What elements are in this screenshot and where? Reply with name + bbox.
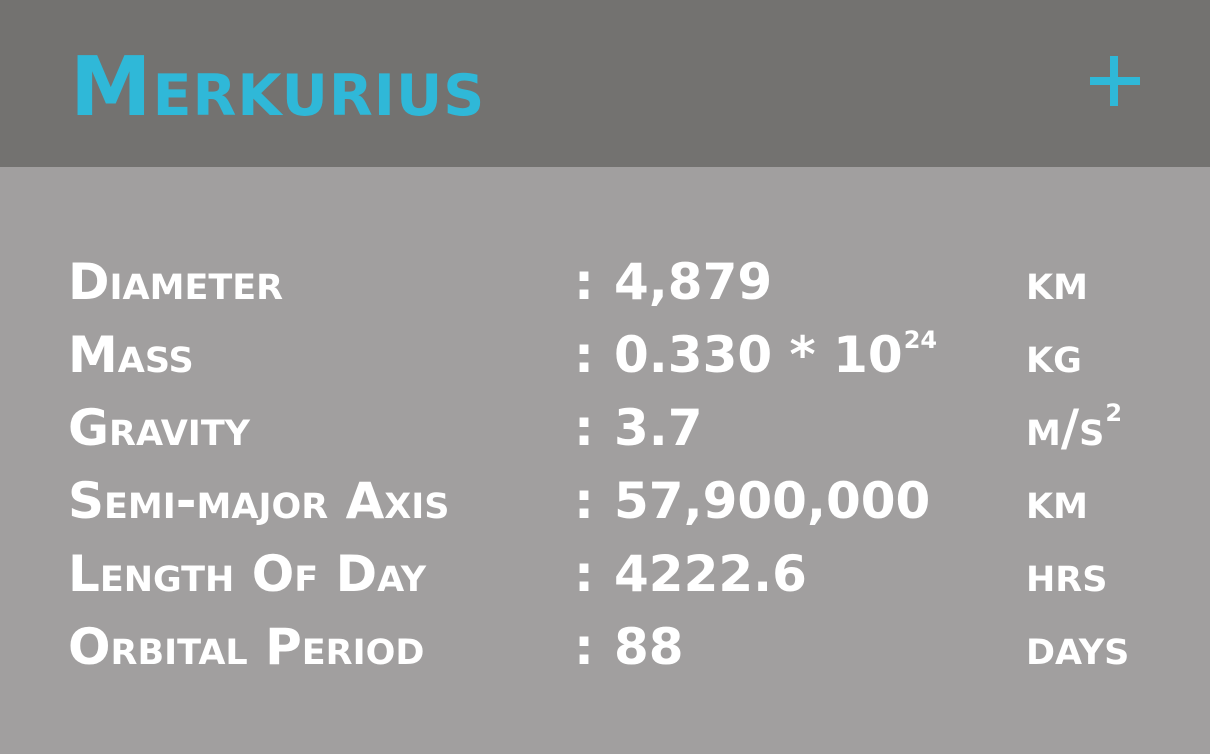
- stat-separator: :: [574, 618, 594, 676]
- stat-unit: km: [1026, 465, 1089, 538]
- stat-label: Diameter: [68, 253, 284, 311]
- stat-value-text: 0.330 * 10: [614, 326, 903, 384]
- stat-label: Semi-major Axis: [68, 472, 450, 530]
- stat-value: 4,879: [614, 246, 773, 319]
- stat-value-text: 4222.6: [614, 545, 807, 603]
- stat-unit: hrs: [1026, 538, 1108, 611]
- stat-label: Length Of Day: [68, 545, 427, 603]
- stat-value: 3.7: [614, 392, 704, 465]
- stat-unit-text: km: [1026, 253, 1088, 311]
- stat-separator: :: [574, 326, 594, 384]
- stat-separator: :: [574, 472, 594, 530]
- stat-value-text: 4,879: [614, 253, 773, 311]
- stat-row-gravity: Gravity : 3.7 m/s2: [0, 392, 1210, 465]
- stat-unit-text: kg: [1026, 326, 1082, 384]
- stat-row-orbital-period: Orbital Period : 88 days: [0, 611, 1210, 684]
- stat-separator: :: [574, 253, 594, 311]
- stat-unit: km: [1026, 246, 1089, 319]
- stat-unit-text: km: [1026, 472, 1088, 530]
- stat-unit-text: m/s: [1026, 399, 1105, 457]
- stat-value: 88: [614, 611, 685, 684]
- stat-value-text: 57,900,000: [614, 472, 931, 530]
- stat-value: 0.330 * 1024: [614, 319, 937, 392]
- expand-button[interactable]: [1082, 48, 1148, 114]
- stat-label: Gravity: [68, 399, 251, 457]
- stat-value-exponent: 24: [903, 326, 938, 354]
- stat-row-diameter: Diameter : 4,879 km: [0, 246, 1210, 319]
- stat-row-mass: Mass : 0.330 * 1024 kg: [0, 319, 1210, 392]
- stat-unit: kg: [1026, 319, 1083, 392]
- stat-value: 4222.6: [614, 538, 808, 611]
- stat-unit-text: hrs: [1026, 545, 1108, 603]
- card-header: Merkurius: [0, 0, 1210, 167]
- stats-list: Diameter : 4,879 km Mass : 0.330 * 1024 …: [0, 246, 1210, 684]
- stat-unit: days: [1026, 611, 1130, 684]
- stat-unit: m/s2: [1026, 392, 1122, 465]
- stat-row-length-of-day: Length Of Day : 4222.6 hrs: [0, 538, 1210, 611]
- planet-title: Merkurius: [70, 40, 486, 135]
- stat-unit-exponent: 2: [1105, 399, 1123, 427]
- plus-icon: [1090, 56, 1140, 106]
- stat-separator: :: [574, 399, 594, 457]
- stat-row-semi-major-axis: Semi-major Axis : 57,900,000 km: [0, 465, 1210, 538]
- stat-separator: :: [574, 545, 594, 603]
- stat-value-text: 3.7: [614, 399, 703, 457]
- stat-label: Orbital Period: [68, 618, 425, 676]
- stat-label: Mass: [68, 326, 194, 384]
- stat-value-text: 88: [614, 618, 684, 676]
- stat-value: 57,900,000: [614, 465, 931, 538]
- stat-unit-text: days: [1026, 618, 1130, 676]
